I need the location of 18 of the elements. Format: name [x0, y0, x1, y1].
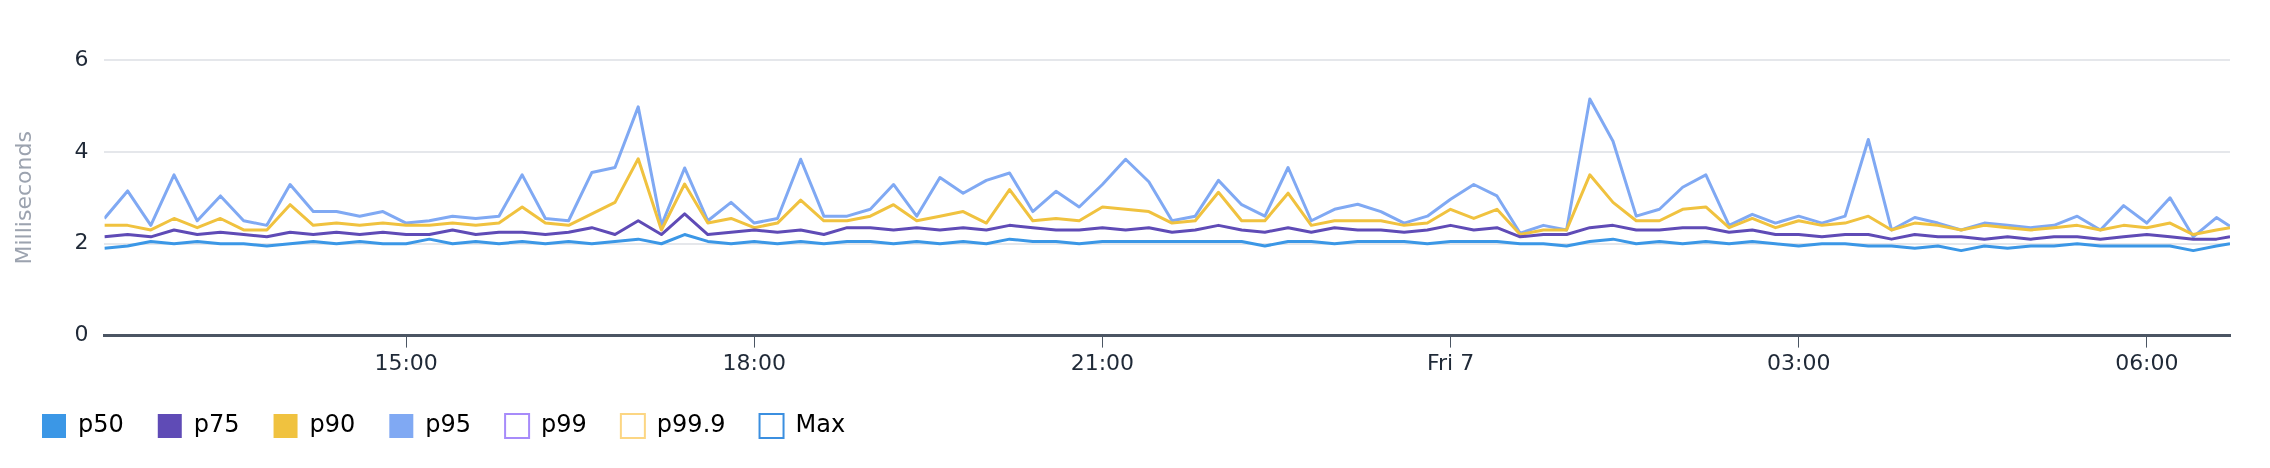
legend-label: Max — [795, 410, 846, 439]
x-tick-label: 15:00 — [374, 349, 438, 375]
y-tick-label: 6 — [74, 45, 89, 71]
y-tick-label: 2 — [74, 229, 89, 255]
x-tick-label: 18:00 — [722, 349, 786, 375]
legend-label: p95 — [425, 410, 472, 439]
x-tick-label: 03:00 — [1766, 349, 1831, 375]
legend-label: p50 — [78, 410, 124, 439]
x-tick-label: 06:00 — [2115, 349, 2179, 375]
x-tick-label: Fri 7 — [1426, 349, 1475, 375]
legend-label: p99 — [541, 410, 587, 439]
legend-label: p75 — [193, 410, 240, 439]
legend-label: p90 — [309, 410, 356, 439]
y-tick-label: 0 — [74, 321, 89, 347]
legend-label: p99.9 — [656, 410, 726, 439]
y-axis-title: Milliseconds — [10, 131, 36, 265]
y-tick-label: 4 — [74, 137, 89, 163]
x-tick-label: 21:00 — [1070, 349, 1135, 375]
